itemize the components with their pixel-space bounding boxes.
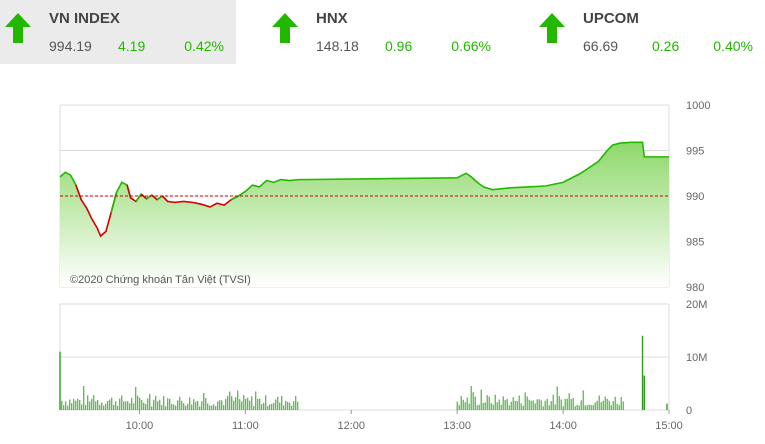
price-panel: 1000 995 990 985 980 ©2020 Chứng khoán Tân Vi… xyxy=(59,100,710,294)
volume-tick-label: 10M xyxy=(686,352,707,364)
index-value: 148.18 xyxy=(316,38,359,54)
index-summary-bar: VN INDEX 994.19 4.19 0.42% HNX 148.18 0.… xyxy=(0,0,765,64)
time-tick-label: 11:00 xyxy=(232,420,259,432)
price-tick-label: 985 xyxy=(686,237,704,249)
index-percent: 0.42% xyxy=(184,38,224,54)
index-change: 0.26 xyxy=(652,38,680,54)
price-area xyxy=(60,142,669,287)
up-arrow-icon xyxy=(5,13,31,43)
price-tick-label: 995 xyxy=(686,146,704,158)
index-change: 4.19 xyxy=(118,38,146,54)
index-name: UPCOM xyxy=(583,10,639,27)
index-value: 66.69 xyxy=(583,38,619,54)
price-tick-label: 990 xyxy=(686,191,704,203)
index-vnindex[interactable]: VN INDEX 994.19 4.19 0.42% xyxy=(0,0,236,64)
volume-tick-label: 20M xyxy=(686,299,707,311)
index-percent: 0.40% xyxy=(713,38,753,54)
index-change: 0.96 xyxy=(385,38,413,54)
up-arrow-icon xyxy=(539,13,565,43)
price-line-down xyxy=(75,184,118,238)
time-tick-label: 10:00 xyxy=(126,420,154,432)
volume-panel: 20M 10M 0 10:00 11:00 12:00 13:00 14:00 15:00 xyxy=(59,299,707,432)
index-name: VN INDEX xyxy=(49,10,120,27)
copyright-label: ©2020 Chứng khoán Tân Việt (TVSI) xyxy=(70,274,251,286)
index-hnx[interactable]: HNX 148.18 0.96 0.66% xyxy=(267,0,503,64)
index-upcom[interactable]: UPCOM 66.69 0.26 0.40% xyxy=(534,0,765,64)
time-tick-label: 14:00 xyxy=(549,420,577,432)
index-percent: 0.66% xyxy=(451,38,491,54)
index-value: 994.19 xyxy=(49,38,92,54)
intraday-chart: 1000 995 990 985 980 ©2020 Chứng khoán Tân Vi… xyxy=(59,100,710,432)
price-tick-label: 980 xyxy=(686,282,704,294)
price-line-down xyxy=(161,195,239,208)
price-line-up xyxy=(230,141,669,201)
index-name: HNX xyxy=(316,10,348,27)
time-tick-label: 15:00 xyxy=(655,420,683,432)
up-arrow-icon xyxy=(272,13,298,43)
time-tick-label: 13:00 xyxy=(443,420,471,432)
price-tick-label: 1000 xyxy=(686,100,710,112)
volume-tick-label: 0 xyxy=(686,405,692,417)
time-tick-label: 12:00 xyxy=(337,420,365,432)
